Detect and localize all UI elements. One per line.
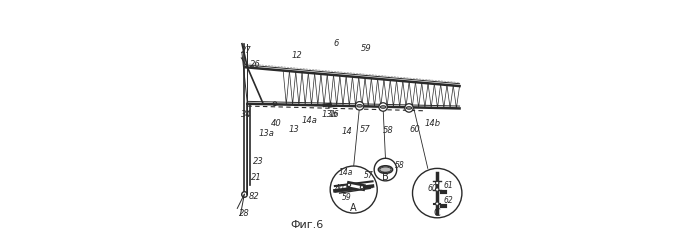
Text: 40: 40 [334,184,344,193]
Text: 59: 59 [361,44,371,53]
Text: 23: 23 [253,157,263,166]
Text: 28: 28 [239,208,250,218]
Circle shape [330,166,377,213]
Text: A: A [350,203,357,213]
Text: 82: 82 [248,192,259,201]
Text: 57: 57 [360,125,371,134]
Text: 14: 14 [342,127,352,136]
Text: 13b: 13b [322,110,338,119]
Text: 14b: 14b [424,119,440,128]
Ellipse shape [357,104,362,107]
Circle shape [405,104,413,112]
Text: 6: 6 [334,39,339,48]
Circle shape [355,102,364,110]
Text: 21: 21 [251,173,262,182]
Text: 27: 27 [241,46,251,55]
Ellipse shape [406,107,412,109]
Circle shape [436,181,439,185]
Text: 14a: 14a [339,168,352,177]
Text: 16: 16 [329,110,340,119]
Text: 59: 59 [341,193,351,202]
Text: C: C [434,208,440,218]
Circle shape [413,169,462,218]
Text: B: B [382,172,389,182]
Circle shape [348,183,350,187]
Text: 40: 40 [271,119,282,128]
Text: 57: 57 [364,171,374,180]
Text: 26: 26 [250,60,261,69]
Circle shape [436,188,439,191]
Text: 60: 60 [409,125,419,134]
Text: 34: 34 [242,110,252,119]
Circle shape [360,186,364,189]
Text: Фиг.6: Фиг.6 [290,219,323,230]
Circle shape [379,103,387,111]
Text: 60: 60 [427,184,437,193]
Text: 61: 61 [443,181,453,190]
Circle shape [436,202,439,205]
Text: 13a: 13a [258,129,274,138]
Text: 13: 13 [289,125,299,134]
Circle shape [374,158,396,181]
Ellipse shape [380,106,386,108]
Text: 62: 62 [443,195,453,204]
Text: 14a: 14a [302,116,318,125]
Text: 58: 58 [394,161,404,170]
Text: 58: 58 [383,126,394,135]
Text: 12: 12 [291,51,302,60]
Ellipse shape [380,167,391,172]
